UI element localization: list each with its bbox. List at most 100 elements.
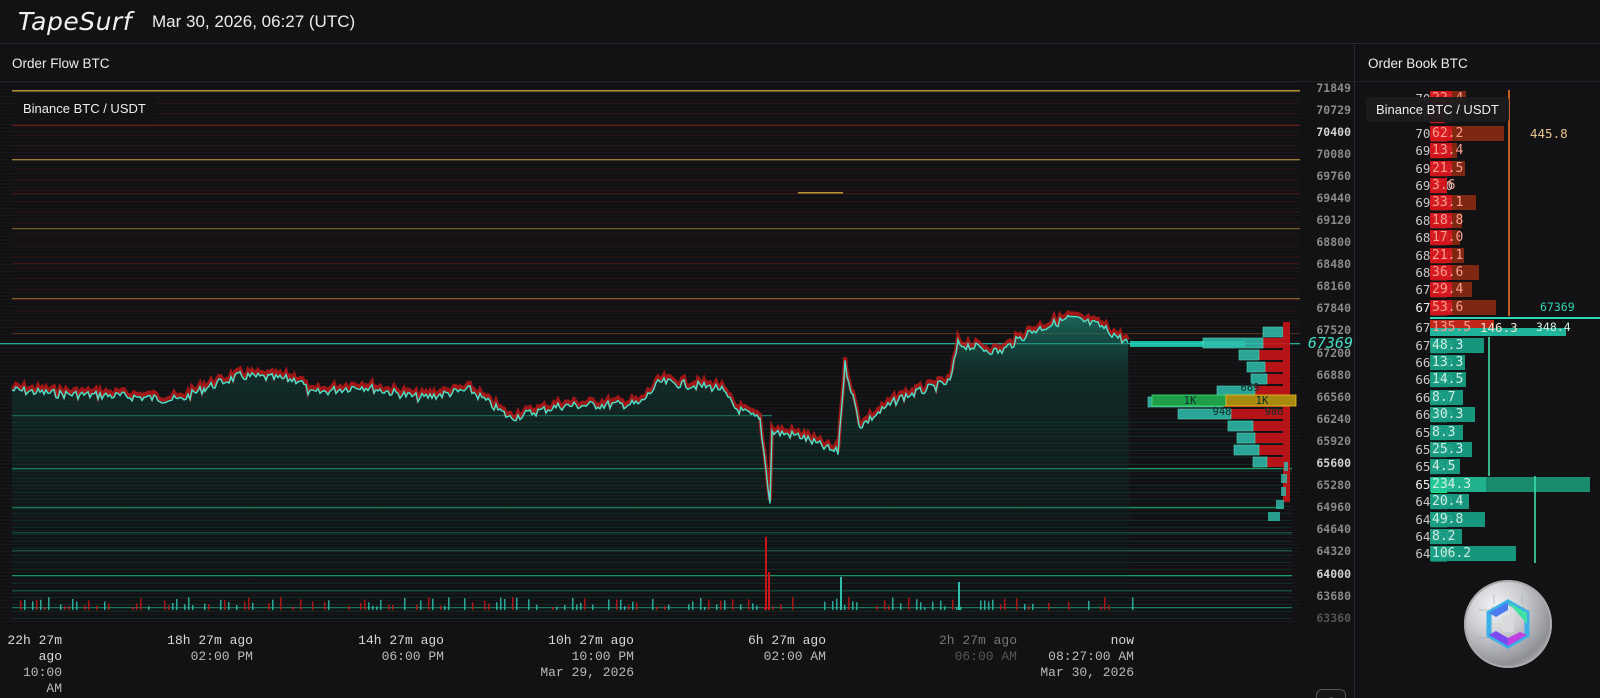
order-book-ask-row[interactable]: 6750053.6 <box>1356 299 1600 316</box>
order-book-bid-row[interactable]: 6475020.4 <box>1356 493 1600 511</box>
time-axis[interactable]: 22h 27m ago 10:00 AM 18h 27m ago 02:00 PM 14… <box>0 627 1300 698</box>
app-logo[interactable]: TapeSurf <box>18 7 133 36</box>
order-book-ask-row[interactable]: 6775029.4 <box>1356 281 1600 299</box>
refresh-button[interactable] <box>1316 689 1346 698</box>
order-flow-heatmap-chart[interactable]: 669 1K 1K 948 986 Binance BTC / USDT <box>0 82 1300 627</box>
order-book-bid-bar <box>1430 424 1463 440</box>
order-book-ask-row[interactable]: 6850017.0 <box>1356 229 1600 247</box>
price-axis-label: 68480 <box>1316 257 1351 271</box>
order-book-bid-row[interactable]: 64000106.2 <box>1356 545 1600 563</box>
price-axis-label: 65280 <box>1316 478 1351 492</box>
order-book-current-price-line <box>1430 317 1600 320</box>
price-axis-label: 69760 <box>1316 169 1351 183</box>
order-book-title: Order Book BTC <box>1356 45 1600 82</box>
order-book-bid-bar <box>1430 372 1466 388</box>
order-book-bid-row[interactable]: 662508.7 <box>1356 389 1600 406</box>
order-book-ask-row[interactable]: 6800036.6 <box>1356 264 1600 281</box>
order-book-ask-row[interactable]: 6950021.5 <box>1356 160 1600 177</box>
order-book-bid-row[interactable]: 657508.3 <box>1356 424 1600 441</box>
coin-logo-icon[interactable] <box>1464 580 1552 668</box>
time-axis-tick: 6h 27m ago 02:00 AM <box>747 633 826 664</box>
order-book-bid-volume: 8.7 <box>1432 389 1456 405</box>
volume-profile-label: 1K <box>1256 395 1269 407</box>
order-book-bid-volume: 13.3 <box>1432 355 1464 370</box>
order-book-exchange-tooltip: Binance BTC / USDT <box>1366 97 1509 122</box>
order-book-ask-volume: 3.6 <box>1432 178 1456 193</box>
order-book-ask-row[interactable]: 6875018.8 <box>1356 212 1600 229</box>
volume-profile-label: 948 <box>1213 406 1232 418</box>
order-book-panel: Order Book BTC Binance BTC / USDT 705002… <box>1356 45 1600 698</box>
order-book-ask-bar <box>1430 265 1480 280</box>
price-axis[interactable]: 71849 70729 70400 70080 69760 69440 69120 68800… <box>1300 81 1355 627</box>
order-book-bid-volume: 14.5 <box>1432 372 1464 388</box>
price-axis-label: 69120 <box>1316 213 1351 227</box>
order-book-current-price: 67369 <box>1540 299 1575 314</box>
order-book-ask-volume: 36.6 <box>1432 265 1464 280</box>
price-axis-label: 70080 <box>1316 147 1351 161</box>
order-book-bid-row[interactable]: 6675013.3 <box>1356 354 1600 371</box>
time-axis-tick: 18h 27m ago 02:00 PM <box>167 633 253 664</box>
price-axis-label: 66880 <box>1316 368 1351 382</box>
price-axis-label: 65600 <box>1316 456 1351 470</box>
order-book-bid-bar <box>1430 494 1470 510</box>
order-book-bid-bar <box>1430 389 1463 405</box>
order-book-ask-bar <box>1430 230 1461 246</box>
price-axis-label: 70400 <box>1316 125 1351 139</box>
order-flow-title: Order Flow BTC <box>0 45 1354 82</box>
order-book-cumulative-ask: 445.8 <box>1530 125 1568 141</box>
order-book-bid-volume: 20.4 <box>1432 494 1464 510</box>
order-book-bid-row[interactable]: 6650014.5 <box>1356 371 1600 389</box>
order-book-bid-row[interactable]: 6600030.3 <box>1356 406 1600 424</box>
price-axis-label: 64320 <box>1316 544 1351 558</box>
order-book-bid-bar <box>1430 407 1475 423</box>
order-book-bid-volume: 106.2 <box>1432 546 1472 562</box>
order-book-ask-volume: 21.5 <box>1432 160 1464 176</box>
price-axis-label: 70729 <box>1316 103 1351 117</box>
order-book-bid-volume: 48.3 <box>1432 337 1464 353</box>
order-book-bid-row[interactable]: 6550025.3 <box>1356 441 1600 458</box>
order-book-ask-bar <box>1430 195 1476 211</box>
order-book-bid-bar <box>1430 337 1485 353</box>
time-axis-tick: 22h 27m ago 10:00 AM <box>7 633 62 696</box>
order-book-ask-volume: 29.4 <box>1432 282 1464 298</box>
order-book-bid-bar <box>1430 459 1461 475</box>
order-book-bid-volume: 8.2 <box>1432 529 1456 544</box>
order-book-bid-row[interactable]: 652504.5 <box>1356 458 1600 476</box>
order-book-ask-bar <box>1430 212 1463 228</box>
order-book-bid-row[interactable]: 65000234.3 <box>1356 476 1600 493</box>
order-book-bid-volume: 49.8 <box>1432 511 1464 527</box>
order-book-bid-bar <box>1430 355 1466 370</box>
price-axis-label: 71849 <box>1316 81 1351 95</box>
price-axis-label: 65920 <box>1316 434 1351 448</box>
price-axis-label: 67840 <box>1316 301 1351 315</box>
order-book-cumulative-bid: 348.4 <box>1536 320 1571 335</box>
exchange-label: Binance BTC / USDT <box>13 96 156 121</box>
order-book-ask-volume: 13.4 <box>1432 143 1464 159</box>
order-book-bid-row[interactable]: 6700048.3 <box>1356 337 1600 354</box>
order-book-cumulative-bid-outline <box>1430 336 1490 476</box>
order-book-ask-row[interactable]: 6975013.4 <box>1356 142 1600 160</box>
order-book-bid-bar <box>1430 328 1566 337</box>
order-book-bid-volume: 30.3 <box>1432 407 1464 423</box>
time-axis-tick: 10h 27m ago 10:00 PM Mar 29, 2026 <box>540 633 634 680</box>
order-book-ask-row[interactable]: 6900033.1 <box>1356 194 1600 212</box>
order-book-bid-volume: 4.5 <box>1432 459 1456 475</box>
order-book-ask-volume: 21.1 <box>1432 247 1464 263</box>
order-book-bid-row[interactable]: 642508.2 <box>1356 528 1600 545</box>
order-book-ask-bar <box>1430 247 1465 263</box>
order-flow-panel: Order Flow BTC 669 1K 1K 948 986 Binance BTC… <box>0 45 1355 698</box>
time-axis-tick: 2h 27m ago 06:00 AM <box>938 633 1017 664</box>
order-book-ask-row[interactable]: 692503.6 <box>1356 177 1600 194</box>
order-book-bid-volume: 8.3 <box>1432 424 1456 440</box>
price-axis-label: 69440 <box>1316 191 1351 205</box>
price-axis-label: 64640 <box>1316 522 1351 536</box>
order-book-bid-bar <box>1430 511 1486 527</box>
price-axis-label: 63680 <box>1316 589 1351 603</box>
current-price-marker: 67369 <box>1307 334 1353 352</box>
order-book-cumulative-bid-outline <box>1430 475 1536 563</box>
order-book-ask-row[interactable]: 6825021.1 <box>1356 247 1600 264</box>
order-book-bid-row[interactable]: 6450049.8 <box>1356 511 1600 528</box>
